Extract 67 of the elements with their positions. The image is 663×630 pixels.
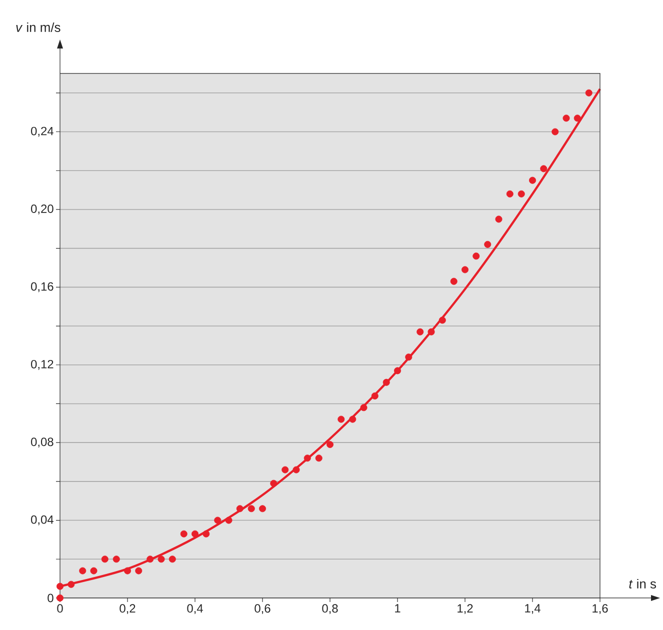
y-tick-label: 0,08	[31, 438, 54, 448]
point	[56, 594, 64, 602]
y-tick-label: 0,20	[31, 204, 54, 214]
point	[495, 216, 502, 223]
y-axis-title: v in m/s	[16, 22, 60, 32]
y-tick-label: 0	[48, 594, 54, 602]
point	[585, 89, 592, 96]
point	[405, 354, 412, 361]
point	[146, 556, 154, 563]
point	[292, 466, 300, 474]
point	[540, 165, 548, 172]
x-tick-label: 0,6	[254, 604, 270, 614]
point	[349, 416, 356, 423]
point	[259, 505, 266, 512]
point	[506, 190, 514, 198]
x-tick-label: 1,6	[592, 604, 608, 614]
point	[562, 114, 570, 122]
point	[518, 190, 525, 198]
point	[371, 392, 378, 400]
point	[68, 580, 75, 588]
x-tick-label: 1	[395, 604, 400, 612]
point	[158, 556, 165, 563]
x-tick-label: 0,2	[120, 604, 136, 614]
y-tick-label: 0,24	[31, 126, 54, 137]
point	[574, 114, 581, 122]
point	[484, 240, 492, 248]
point	[135, 567, 142, 574]
point	[180, 530, 188, 538]
point	[394, 367, 402, 374]
point	[225, 516, 232, 524]
point	[472, 252, 480, 260]
x-tick-label: 1,2	[458, 604, 473, 614]
point	[236, 505, 244, 512]
point	[382, 378, 390, 386]
point	[304, 454, 311, 462]
point	[214, 516, 222, 524]
point	[202, 530, 210, 538]
point	[360, 404, 368, 412]
x-tick-label: 0,8	[322, 604, 338, 614]
point	[248, 505, 255, 512]
point	[112, 556, 120, 563]
y-tick-label: 0,04	[31, 515, 54, 526]
point	[56, 582, 64, 590]
point	[90, 567, 98, 574]
point	[124, 567, 132, 574]
point	[552, 128, 559, 136]
y-tick-label: 0,12	[31, 360, 54, 370]
point	[462, 266, 469, 274]
point	[101, 556, 108, 563]
point	[79, 567, 86, 574]
point	[315, 454, 322, 462]
x-axis-title: t in s	[629, 578, 656, 588]
point	[168, 556, 176, 563]
x-tick-label: 0,4	[187, 604, 203, 614]
x-tick-label: 0	[57, 604, 63, 613]
point	[192, 530, 199, 538]
point	[416, 328, 424, 336]
x-tick-label: 1,4	[525, 604, 540, 614]
point	[428, 328, 435, 336]
point	[338, 416, 345, 423]
point	[438, 316, 446, 324]
point	[326, 441, 334, 448]
point	[450, 278, 458, 285]
point	[529, 176, 536, 184]
y-tick-label: 0,16	[31, 282, 54, 292]
point	[282, 466, 289, 474]
point	[270, 480, 278, 487]
